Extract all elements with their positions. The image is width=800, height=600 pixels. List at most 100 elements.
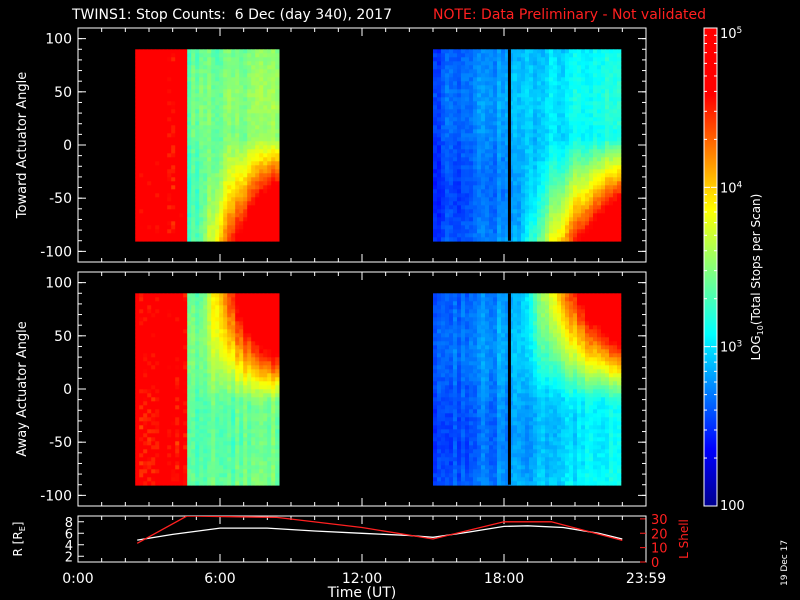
heat-cell: [219, 189, 224, 194]
heat-cell: [441, 157, 446, 162]
heat-cell: [187, 145, 192, 150]
heat-cell: [533, 157, 538, 162]
heat-cell: [521, 165, 526, 170]
heat-cell: [203, 185, 208, 190]
heat-cell: [461, 121, 466, 126]
heat-cell: [187, 153, 192, 158]
heat-cell: [529, 77, 534, 82]
heat-cell: [163, 65, 168, 70]
heat-cell: [501, 153, 506, 158]
heat-cell: [589, 217, 594, 222]
heat-cell: [465, 237, 470, 242]
heat-cell: [155, 233, 160, 238]
heat-cell: [171, 141, 176, 146]
heat-cell: [191, 205, 196, 210]
heat-cell: [155, 153, 160, 158]
heat-cell: [135, 137, 140, 142]
heat-cell: [525, 209, 530, 214]
heat-cell: [187, 401, 192, 406]
heat-cell: [545, 149, 550, 154]
heat-cell: [143, 65, 148, 70]
heat-cell: [139, 217, 144, 222]
heat-cell: [453, 85, 458, 90]
heat-cell: [601, 69, 606, 74]
heat-cell: [183, 173, 188, 178]
heat-cell: [195, 469, 200, 474]
heat-cell: [243, 237, 248, 242]
heat-cell: [433, 173, 438, 178]
heat-cell: [433, 61, 438, 66]
heat-cell: [207, 129, 212, 134]
heat-cell: [171, 449, 176, 454]
heat-cell: [159, 481, 164, 486]
heat-cell: [147, 481, 152, 486]
heat-cell: [521, 213, 526, 218]
heat-cell: [255, 209, 260, 214]
heat-cell: [541, 233, 546, 238]
heat-cell: [199, 153, 204, 158]
heat-cell: [179, 321, 184, 326]
heat-cell: [175, 229, 180, 234]
heat-cell: [179, 197, 184, 202]
heat-cell: [183, 137, 188, 142]
heat-cell: [239, 49, 244, 54]
heat-cell: [139, 293, 144, 298]
heat-cell: [493, 197, 498, 202]
heat-cell: [457, 173, 462, 178]
heat-cell: [597, 165, 602, 170]
heat-cell: [553, 113, 558, 118]
heat-cell: [565, 209, 570, 214]
heat-cell: [605, 137, 610, 142]
heat-cell: [175, 321, 180, 326]
heat-cell: [163, 153, 168, 158]
heat-cell: [565, 221, 570, 226]
heat-cell: [505, 137, 510, 142]
heat-cell: [465, 217, 470, 222]
heat-cell: [203, 425, 208, 430]
heat-cell: [179, 293, 184, 298]
heat-cell: [275, 161, 280, 166]
heat-cell: [171, 457, 176, 462]
heat-cell: [179, 125, 184, 130]
heat-cell: [191, 433, 196, 438]
heat-cell: [553, 117, 558, 122]
heat-cell: [179, 161, 184, 166]
heat-cell: [151, 161, 156, 166]
heat-cell: [143, 217, 148, 222]
heat-cell: [533, 105, 538, 110]
heat-cell: [461, 57, 466, 62]
heat-cell: [143, 441, 148, 446]
heat-cell: [557, 201, 562, 206]
heat-cell: [183, 429, 188, 434]
heat-cell: [577, 93, 582, 98]
heat-cell: [565, 165, 570, 170]
heat-cell: [143, 177, 148, 182]
heat-cell: [195, 117, 200, 122]
heat-cell: [271, 49, 276, 54]
heat-cell: [203, 325, 208, 330]
heat-cell: [179, 397, 184, 402]
heat-cell: [139, 393, 144, 398]
heat-cell: [167, 189, 172, 194]
heat-cell: [147, 405, 152, 410]
heat-cell: [235, 89, 240, 94]
heat-cell: [155, 61, 160, 66]
heat-cell: [485, 165, 490, 170]
heat-cell: [167, 465, 172, 470]
heat-cell: [139, 321, 144, 326]
heat-cell: [199, 401, 204, 406]
heat-cell: [433, 109, 438, 114]
heat-cell: [469, 209, 474, 214]
heat-cell: [187, 173, 192, 178]
heat-cell: [155, 209, 160, 214]
heat-cell: [163, 161, 168, 166]
heat-cell: [239, 93, 244, 98]
heat-cell: [589, 61, 594, 66]
heat-cell: [561, 121, 566, 126]
heat-cell: [167, 445, 172, 450]
heat-cell: [517, 109, 522, 114]
heat-cell: [199, 97, 204, 102]
heat-cell: [263, 237, 268, 242]
heat-cell: [183, 101, 188, 106]
heat-cell: [155, 441, 160, 446]
